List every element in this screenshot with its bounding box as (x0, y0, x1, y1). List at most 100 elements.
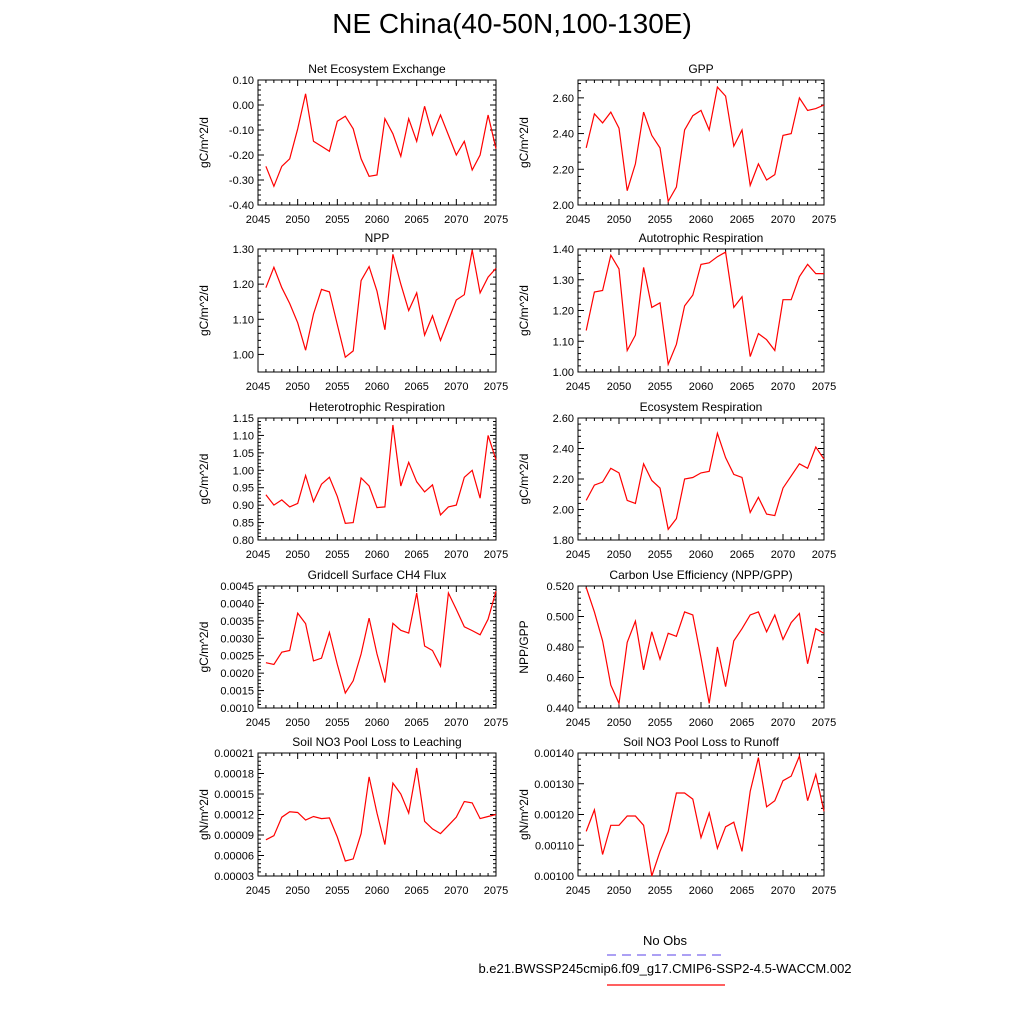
x-tick-label: 2075 (812, 381, 836, 393)
y-axis-label: gC/m^2/d (197, 622, 211, 673)
panel-title: Net Ecosystem Exchange (308, 62, 446, 76)
x-tick-label: 2060 (365, 885, 389, 897)
y-tick-label: 2.60 (553, 93, 574, 105)
y-tick-label: 0.00009 (214, 830, 254, 842)
y-tick-label: -0.30 (229, 175, 254, 187)
x-tick-label: 2065 (404, 717, 428, 729)
y-axis-label: gC/m^2/d (197, 285, 211, 336)
x-tick-label: 2045 (566, 885, 590, 897)
y-tick-label: 0.10 (233, 75, 254, 87)
y-tick-label: 0.00130 (534, 779, 574, 791)
y-tick-label: 1.20 (233, 279, 254, 291)
x-tick-label: 2065 (404, 885, 428, 897)
legend-entry-label-obs: No Obs (642, 933, 688, 948)
x-tick-label: 2060 (689, 717, 713, 729)
panel-title: Soil NO3 Pool Loss to Leaching (292, 735, 461, 749)
x-tick-label: 2065 (404, 381, 428, 393)
y-tick-label: -0.10 (229, 125, 254, 137)
y-tick-label: 1.00 (233, 349, 254, 361)
y-tick-label: 0.00015 (214, 789, 254, 801)
x-tick-label: 2065 (730, 381, 754, 393)
x-tick-label: 2065 (404, 214, 428, 226)
x-tick-label: 2070 (444, 549, 468, 561)
y-tick-label: 1.00 (233, 465, 254, 477)
x-tick-label: 2050 (285, 717, 309, 729)
chart-panel: 2045 2050 2055 2060 2065 2070 2075 1.80 2.00 2.20… (517, 400, 836, 561)
chart-panel: 2045 2050 2055 2060 2065 2070 2075 0.00003 0.000… (197, 735, 508, 897)
x-tick-label: 2055 (325, 381, 349, 393)
x-tick-label: 2050 (285, 214, 309, 226)
x-tick-label: 2055 (648, 214, 672, 226)
x-tick-label: 2070 (771, 214, 795, 226)
x-tick-label: 2070 (771, 381, 795, 393)
x-tick-label: 2075 (484, 381, 508, 393)
chart-panel: 2045 2050 2055 2060 2065 2070 2075 0.80 0.85 0.90… (197, 400, 508, 561)
x-tick-label: 2045 (566, 214, 590, 226)
x-tick-label: 2050 (607, 885, 631, 897)
y-tick-label: 0.00120 (534, 810, 574, 822)
plot-frame (257, 417, 497, 541)
legend-entry-label-model: b.e21.BWSSP245cmip6.f09_g17.CMIP6-SSP2-4… (478, 961, 852, 976)
x-tick-label: 2060 (689, 549, 713, 561)
x-tick-label: 2045 (246, 549, 270, 561)
y-tick-label: 1.00 (553, 367, 574, 379)
y-tick-label: 0.0030 (220, 633, 254, 645)
panel-title: Autotrophic Respiration (639, 231, 764, 245)
x-tick-label: 2045 (246, 717, 270, 729)
y-tick-label: 0.85 (233, 518, 254, 530)
y-tick-label: -0.20 (229, 150, 254, 162)
chart-panel: 2045 2050 2055 2060 2065 2070 2075 0.00100 0.001… (517, 735, 836, 897)
y-axis-label: gC/m^2/d (517, 285, 531, 336)
plot-frame (257, 248, 497, 373)
y-tick-label: 0.520 (546, 581, 574, 593)
x-tick-label: 2050 (607, 717, 631, 729)
x-tick-label: 2045 (246, 214, 270, 226)
y-tick-label: 0.00 (233, 100, 254, 112)
y-tick-label: 0.480 (546, 642, 574, 654)
chart-panel: 2045 2050 2055 2060 2065 2070 2075 0.440 0.460 0.… (517, 568, 836, 729)
y-tick-label: 1.30 (233, 244, 254, 256)
series-line (265, 249, 497, 359)
y-tick-label: 1.10 (233, 314, 254, 326)
y-tick-label: 2.40 (553, 444, 574, 456)
y-tick-label: 0.00110 (535, 840, 574, 852)
y-tick-label: 0.00100 (534, 871, 574, 883)
plot-frame (577, 79, 825, 206)
figure-title: NE China(40-50N,100-130E) (332, 8, 692, 39)
y-axis-label: NPP/GPP (517, 620, 531, 673)
x-tick-label: 2060 (365, 549, 389, 561)
series-line (585, 85, 825, 204)
series-line (585, 251, 824, 367)
x-tick-label: 2045 (246, 885, 270, 897)
x-tick-label: 2055 (648, 885, 672, 897)
x-tick-label: 2075 (484, 885, 508, 897)
x-tick-label: 2055 (648, 381, 672, 393)
series-line (585, 753, 825, 877)
y-tick-label: 0.90 (233, 500, 254, 512)
y-tick-label: 2.00 (553, 200, 574, 212)
panel-title: Soil NO3 Pool Loss to Runoff (623, 735, 780, 749)
x-tick-label: 2065 (730, 549, 754, 561)
x-tick-label: 2065 (404, 549, 428, 561)
y-tick-label: 0.0020 (220, 668, 254, 680)
x-tick-label: 2060 (689, 214, 713, 226)
x-tick-label: 2075 (484, 549, 508, 561)
y-tick-label: 2.00 (553, 505, 574, 517)
y-tick-label: 0.00021 (214, 748, 254, 760)
y-tick-label: 0.500 (546, 612, 574, 624)
y-tick-label: 2.20 (553, 164, 574, 176)
x-tick-label: 2045 (566, 717, 590, 729)
y-tick-label: 2.60 (553, 413, 574, 425)
y-tick-label: -0.40 (229, 200, 254, 212)
x-tick-label: 2075 (812, 717, 836, 729)
x-tick-label: 2065 (730, 214, 754, 226)
y-tick-label: 0.0025 (220, 651, 254, 663)
y-tick-label: 2.40 (553, 129, 574, 141)
y-tick-label: 0.00003 (214, 871, 254, 883)
y-tick-label: 0.440 (546, 703, 574, 715)
y-tick-label: 0.0015 (220, 686, 254, 698)
y-axis-label: gC/m^2/d (517, 117, 531, 168)
x-tick-label: 2060 (689, 381, 713, 393)
y-tick-label: 1.80 (553, 535, 574, 547)
